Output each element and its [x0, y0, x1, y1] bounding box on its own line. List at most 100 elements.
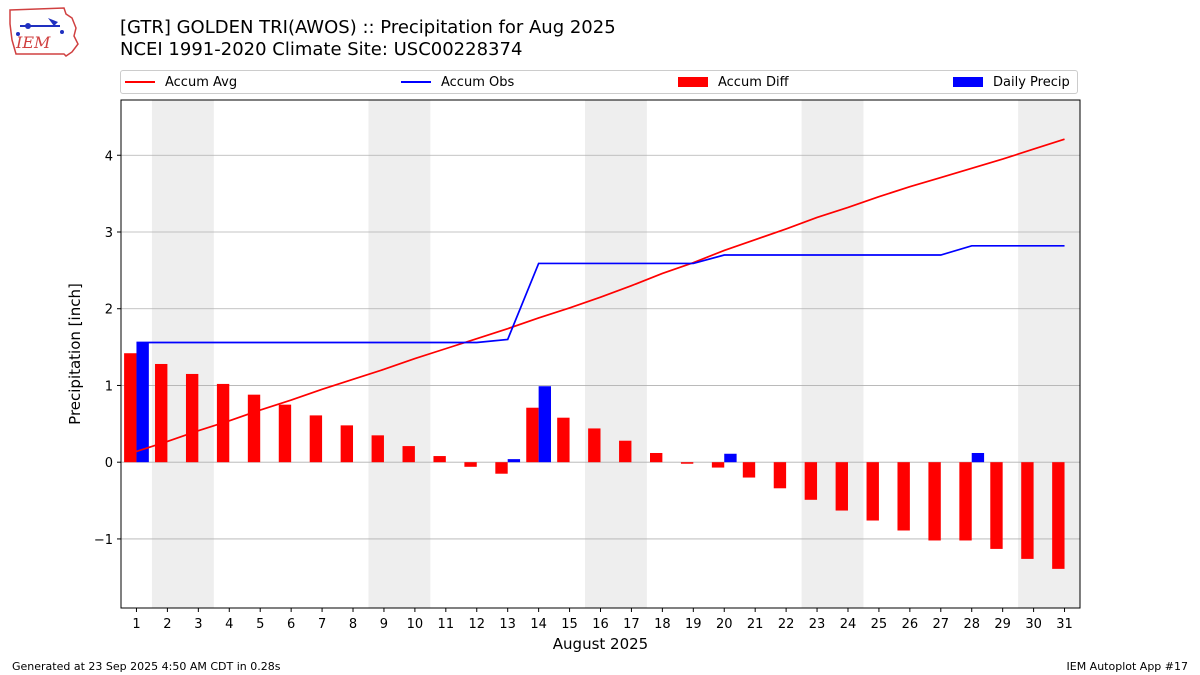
daily-precip-bar — [724, 453, 737, 463]
daily-precip-bar — [507, 459, 521, 463]
x-tick-label: 26 — [902, 617, 919, 632]
x-tick-label: 5 — [256, 617, 264, 632]
accum-diff-bar — [742, 462, 756, 478]
x-axis-label: August 2025 — [553, 635, 648, 653]
x-tick-label: 13 — [499, 617, 516, 632]
x-tick-label: 1 — [132, 617, 140, 632]
x-tick-label: 4 — [225, 617, 233, 632]
accum-diff-bar — [588, 428, 601, 463]
chart-subtitle: NCEI 1991-2020 Climate Site: USC00228374 — [120, 39, 523, 60]
x-tick-label: 31 — [1056, 617, 1073, 632]
weekend-shading — [151, 100, 1080, 608]
accum-diff-bar — [433, 456, 446, 463]
y-tick-label: −1 — [94, 533, 113, 548]
x-tick-label: 11 — [438, 617, 455, 632]
legend-swatch-accum-diff — [678, 77, 708, 87]
accum-diff-bar — [185, 373, 199, 463]
legend-swatch-accum-avg — [125, 81, 155, 83]
legend-swatch-daily-precip — [953, 77, 983, 87]
x-tick-label: 24 — [840, 617, 857, 632]
y-tick-label: 4 — [105, 149, 113, 164]
accum-diff-bar — [124, 353, 137, 463]
x-tick-label: 16 — [592, 617, 609, 632]
accum-diff-bar — [835, 462, 848, 511]
accum-diff-bar — [959, 462, 972, 541]
accum-diff-bar — [1052, 462, 1065, 569]
legend-label: Daily Precip — [993, 74, 1070, 90]
x-tick-label: 6 — [287, 617, 295, 632]
legend-item-accum-diff: Accum Diff — [678, 71, 789, 93]
x-tick-label: 3 — [194, 617, 202, 632]
y-tick-label: 1 — [105, 379, 113, 394]
legend-swatch-accum-obs — [401, 81, 431, 83]
footer-app: IEM Autoplot App #17 — [1066, 660, 1189, 673]
x-tick-label: 22 — [778, 617, 795, 632]
x-tick-label: 8 — [349, 617, 357, 632]
legend-item-accum-obs: Accum Obs — [401, 71, 514, 93]
accum-diff-bar — [495, 462, 508, 474]
accum-diff-bar — [526, 407, 539, 463]
x-tick-label: 17 — [623, 617, 640, 632]
accum-diff-bar — [155, 363, 168, 463]
svg-text:IEM: IEM — [15, 33, 51, 52]
y-tick-label: 3 — [105, 226, 113, 241]
accum-diff-bar — [278, 404, 292, 463]
weekend-band — [151, 100, 214, 608]
accum-diff-bar — [680, 462, 694, 464]
legend-label: Accum Diff — [718, 74, 789, 90]
x-tick-label: 2 — [163, 617, 171, 632]
lines — [136, 138, 1065, 453]
x-tick-label: 19 — [685, 617, 702, 632]
legend-item-accum-avg: Accum Avg — [125, 71, 237, 93]
accum-obs-line — [136, 244, 1065, 344]
legend-item-daily-precip: Daily Precip — [953, 71, 1070, 93]
accum-diff-bar — [371, 435, 384, 463]
accum-diff-bar — [804, 462, 818, 500]
accum-diff-bar — [649, 452, 663, 463]
accum-avg-line — [136, 138, 1065, 453]
accum-diff-bar — [773, 462, 787, 489]
weekend-band — [368, 100, 431, 608]
bars — [124, 342, 1065, 569]
accum-diff-bar — [990, 462, 1003, 549]
x-tick-label: 25 — [871, 617, 888, 632]
x-tick-label: 30 — [1025, 617, 1042, 632]
legend-label: Accum Obs — [441, 74, 515, 90]
accum-diff-bar — [897, 462, 910, 531]
iem-logo: IEM — [9, 7, 79, 57]
accum-diff-bar — [402, 446, 415, 463]
chart-title: [GTR] GOLDEN TRI(AWOS) :: Precipitation … — [120, 17, 616, 38]
accum-diff-bar — [866, 462, 879, 521]
x-tick-label: 14 — [530, 617, 547, 632]
accum-diff-bar — [309, 415, 323, 463]
daily-precip-bar — [538, 386, 552, 463]
x-tick-label: 10 — [407, 617, 424, 632]
x-tick-label: 15 — [561, 617, 578, 632]
x-tick-label: 12 — [468, 617, 485, 632]
x-tick-label: 7 — [318, 617, 326, 632]
x-tick-label: 21 — [747, 617, 764, 632]
x-tick-label: 28 — [963, 617, 980, 632]
weekend-band — [801, 100, 864, 608]
weekend-band — [585, 100, 647, 608]
x-tick-label: 23 — [809, 617, 826, 632]
y-axis-label: Precipitation [inch] — [66, 283, 84, 425]
x-tick-label: 20 — [716, 617, 733, 632]
footer-generated: Generated at 23 Sep 2025 4:50 AM CDT in … — [12, 660, 281, 673]
x-tick-label: 9 — [380, 617, 388, 632]
daily-precip-bar — [136, 342, 149, 463]
accum-diff-bar — [464, 462, 477, 467]
accum-diff-bar — [619, 440, 632, 463]
grid-lines — [121, 154, 1080, 540]
x-tick-label: 18 — [654, 617, 671, 632]
x-tick-label: 27 — [933, 617, 950, 632]
accum-diff-bar — [247, 394, 261, 463]
accum-diff-bar — [557, 417, 570, 463]
accum-diff-bar — [711, 462, 725, 468]
daily-precip-bar — [971, 452, 985, 463]
chart-legend: Accum Avg Accum Obs Accum Diff Daily Pre… — [120, 70, 1078, 94]
x-tick-label: 29 — [994, 617, 1011, 632]
y-tick-label: 0 — [105, 456, 113, 471]
